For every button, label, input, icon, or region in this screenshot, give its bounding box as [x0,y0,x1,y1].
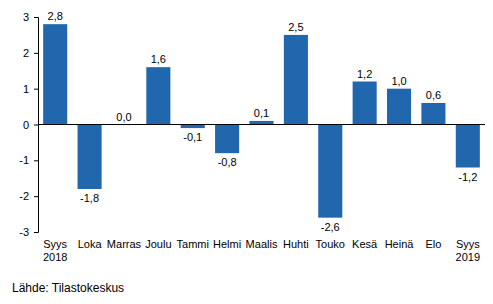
x-tick-label: Syys2018 [43,238,68,263]
plot: -3 -2 -1 0 1 2 3 2,8 -1,8 0,0 1,6 -0,1 -0,8 0,1 2,5 -2,… [19,10,485,263]
x-tick-label: Touko [316,238,345,250]
y-tick-mark [34,125,38,126]
y-tick-label: 3 [23,11,29,23]
y-tick-label: -2 [19,190,29,202]
x-tick: Huhti [283,232,309,250]
data-label: -2,6 [321,221,340,233]
x-tick: Syys2019 [456,232,481,263]
x-axis: Syys2018 Loka MarrasJoulu Tammi Helmi Maalis H… [43,232,480,263]
y-tick-mark [34,196,38,197]
x-tick: Syys2018 [43,232,68,263]
bar [78,125,102,190]
x-tick-label: Heinä [385,238,415,250]
y-tick: -1 [19,154,38,166]
y-tick: 3 [23,11,38,23]
bar [43,24,67,124]
bar [421,103,445,125]
bar [284,35,308,125]
x-tick-label: Helmi [213,238,241,250]
x-tick-label: Loka [78,238,103,250]
x-tick-label: Maalis [246,238,278,250]
x-tick: Joulu [145,232,171,250]
y-tick-label: -3 [19,226,29,238]
x-tick: Tammi [177,232,209,250]
data-label: 1,6 [151,53,166,65]
x-tick-label: Tammi [177,238,209,250]
y-tick: 0 [23,119,38,131]
x-tick-label: Elo [425,238,441,250]
bar [318,125,342,218]
data-label: -0,1 [183,131,202,143]
y-tick: -3 [19,226,38,238]
data-label: 0,0 [116,111,131,123]
y-tick: -2 [19,190,38,202]
y-tick: 2 [23,47,38,59]
data-label: 2,8 [48,10,63,22]
bar [249,121,273,125]
data-label: 2,5 [288,21,303,33]
y-tick-mark [34,232,38,233]
bar [181,125,205,129]
y-tick-label: 2 [23,47,29,59]
y-tick-mark [34,89,38,90]
data-label: 0,1 [254,107,269,119]
y-tick-mark [34,160,38,161]
data-label: -1,2 [458,171,477,183]
x-tick: Marras [107,232,142,250]
x-tick: Elo [425,232,441,250]
y-tick-label: -1 [19,154,29,166]
y-axis: -3 -2 -1 0 1 2 3 [19,11,38,238]
data-label: -0,8 [218,156,237,168]
x-tick: Loka [78,232,103,250]
x-tick: Touko [316,232,345,250]
x-tick: Maalis [246,232,278,250]
data-label: 1,0 [391,75,406,87]
bar [146,67,170,124]
y-tick-mark [34,53,38,54]
bar [215,125,239,154]
x-tick-label: Kesä [352,238,378,250]
y-axis-line [34,18,39,233]
x-tick: Kesä [352,232,378,250]
x-tick-label: Joulu [145,238,171,250]
x-tick-label: Marras [107,238,142,250]
data-label: -1,8 [80,192,99,204]
bars [43,24,480,217]
source: Lähde: Tilastokeskus [12,281,124,295]
zero-line [38,124,485,125]
data-labels: 2,8 -1,8 0,0 1,6 -0,1 -0,8 0,1 2,5 -2,6 1,2 1,0 0,6… [48,10,478,233]
bar [387,89,411,125]
chart: -3 -2 -1 0 1 2 3 2,8 -1,8 0,0 1,6 -0,1 -0,8 0,1 2,5 -2,… [0,0,493,304]
x-tick-label: Syys2019 [456,238,481,263]
x-tick-label: Huhti [283,238,309,250]
x-tick: Helmi [213,232,241,250]
data-label: 1,2 [357,68,372,80]
bar [456,125,480,168]
x-tick: Heinä [385,232,415,250]
y-tick-label: 1 [23,83,29,95]
data-label: 0,6 [426,89,441,101]
y-tick-mark [34,17,38,18]
bar [353,82,377,125]
y-tick: 1 [23,83,38,95]
y-tick-label: 0 [23,119,29,131]
